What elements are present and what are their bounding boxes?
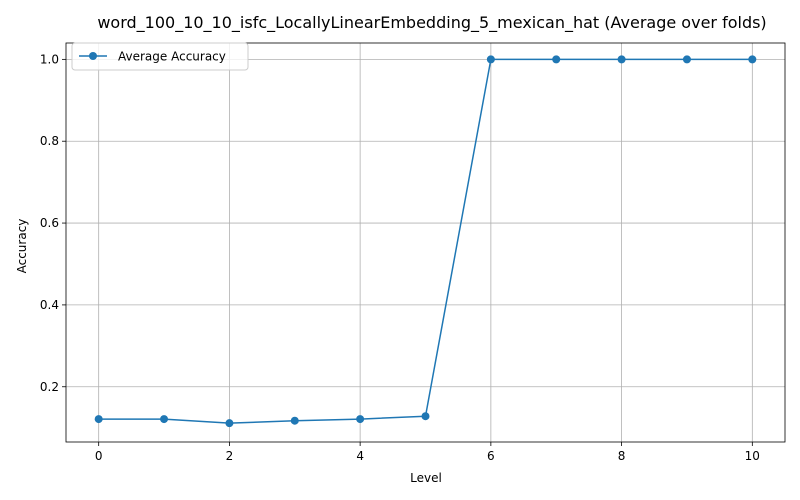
- x-tick-label: 6: [487, 449, 495, 463]
- data-point: [290, 416, 299, 425]
- data-point: [160, 415, 169, 424]
- x-tick-label: 10: [745, 449, 760, 463]
- chart-title: word_100_10_10_isfc_LocallyLinearEmbeddi…: [97, 13, 766, 33]
- data-point: [748, 55, 757, 64]
- data-point: [486, 55, 495, 64]
- y-tick-label: 1.0: [40, 52, 59, 66]
- x-tick-label: 8: [618, 449, 626, 463]
- x-tick-label: 0: [95, 449, 103, 463]
- data-point: [552, 55, 561, 64]
- data-point: [421, 412, 430, 421]
- y-tick-label: 0.8: [40, 134, 59, 148]
- data-point: [225, 419, 234, 428]
- data-point: [356, 415, 365, 424]
- y-axis-label: Accuracy: [15, 219, 29, 274]
- x-tick-label: 4: [356, 449, 364, 463]
- series-layer: [94, 55, 757, 428]
- legend: Average Accuracy: [71, 42, 249, 71]
- legend-box: [71, 42, 249, 71]
- legend-marker-swatch: [89, 52, 97, 60]
- data-point: [94, 415, 103, 424]
- x-axis-label: Level: [410, 471, 442, 485]
- y-tick-label: 0.2: [40, 380, 59, 394]
- y-tick-label: 0.4: [40, 298, 59, 312]
- x-ticks: 0 2 4 6 8 10: [95, 442, 760, 463]
- y-tick-label: 0.6: [40, 216, 59, 230]
- data-point: [682, 55, 691, 64]
- plot-frame: [65, 42, 786, 443]
- legend-label: Average Accuracy: [118, 50, 226, 64]
- data-point: [617, 55, 626, 64]
- x-tick-label: 2: [226, 449, 234, 463]
- y-ticks: 0.2 0.4 0.6 0.8 1.0: [40, 52, 66, 394]
